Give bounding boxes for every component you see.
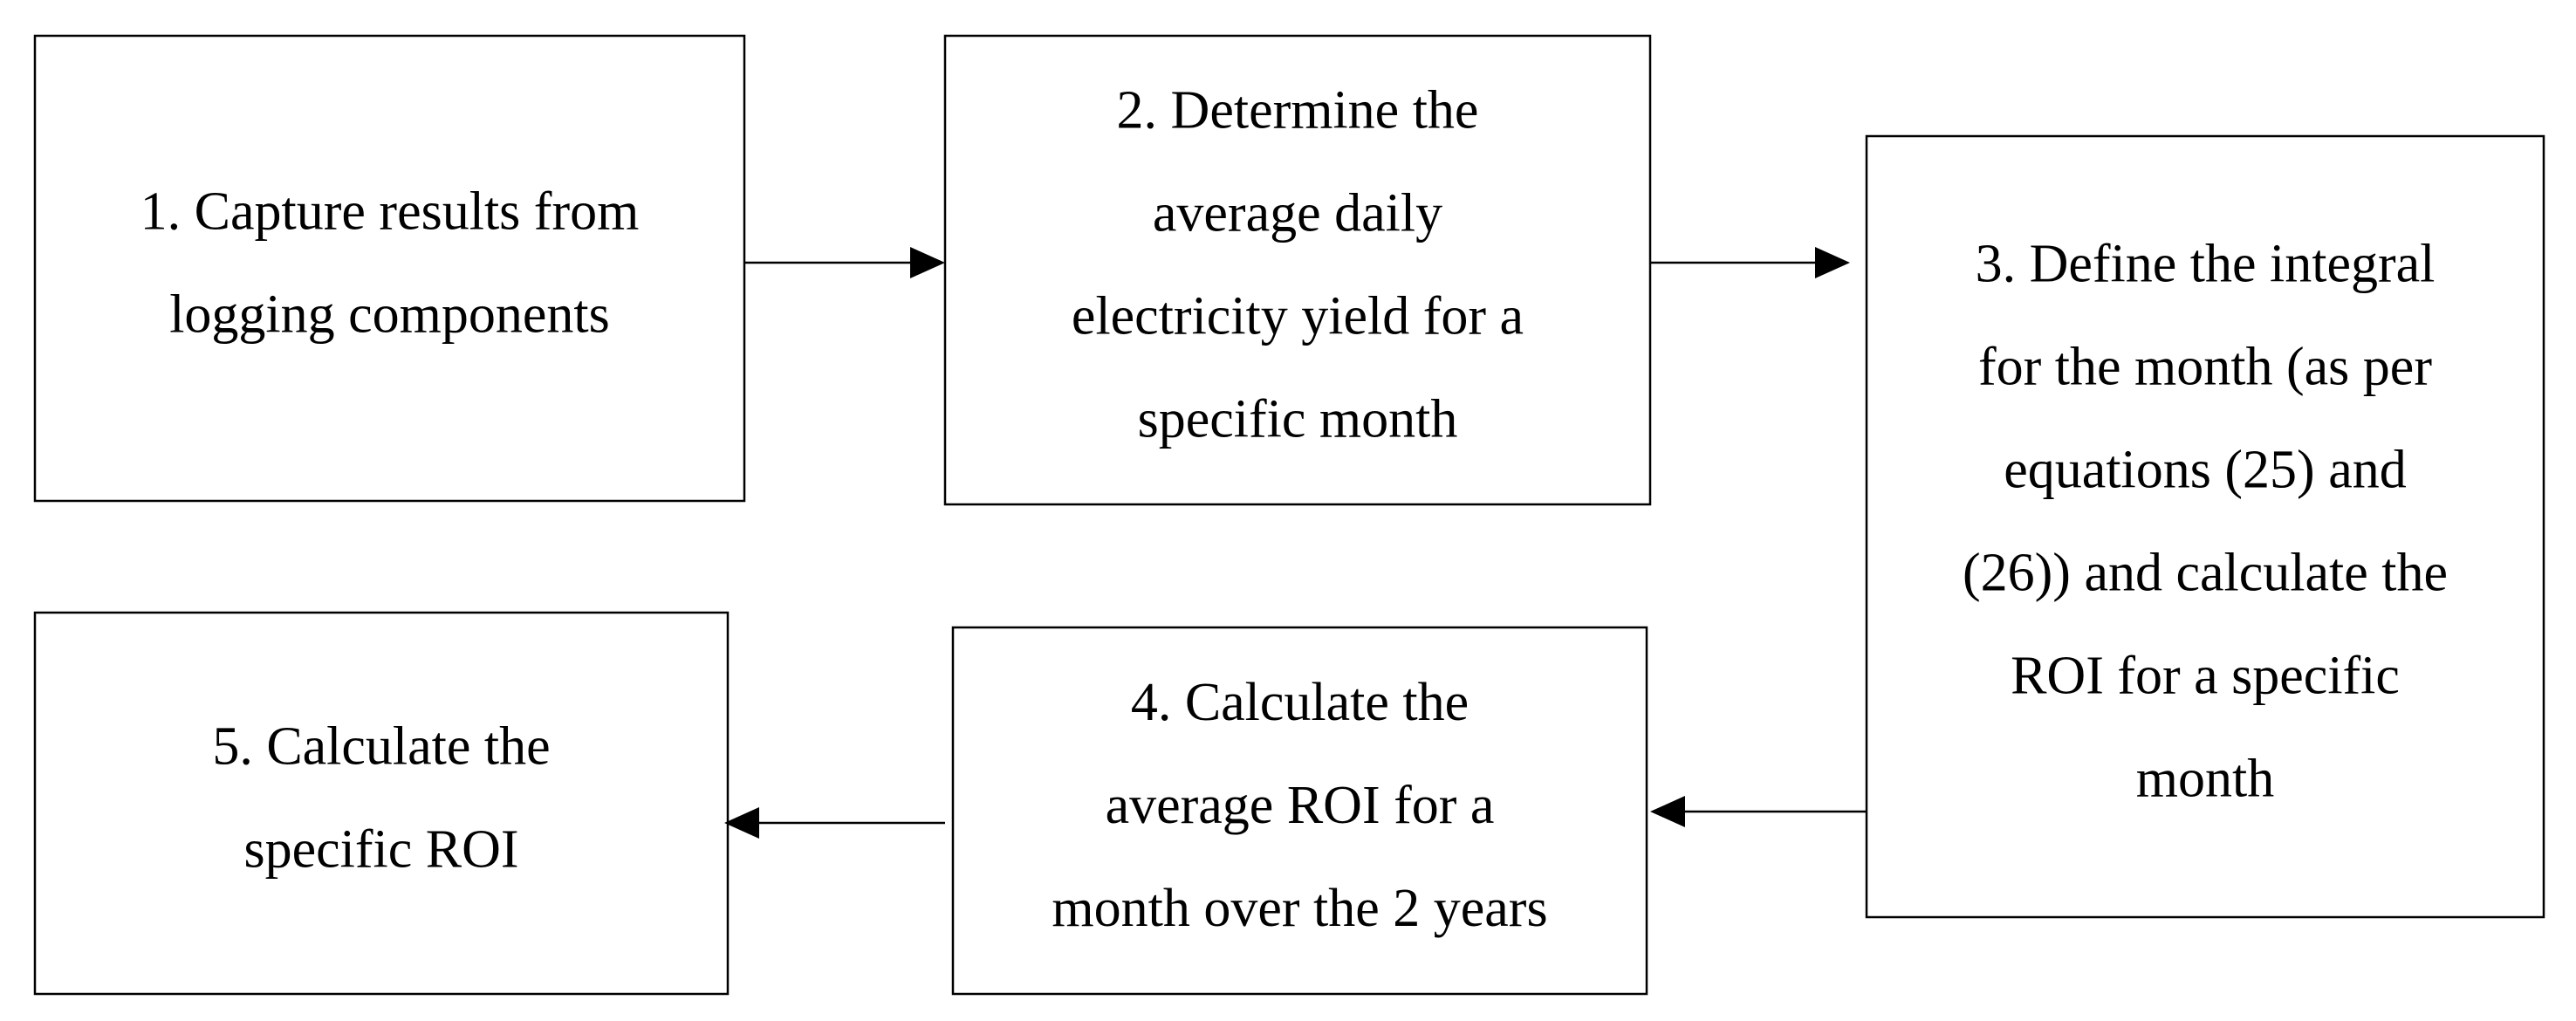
step-text: 2. Determine the	[1117, 81, 1479, 140]
step-text: for the month (as per	[1978, 338, 2432, 397]
step-text: average daily	[1153, 184, 1442, 243]
arrow-head	[1815, 247, 1850, 278]
step-text: equations (25) and	[2004, 441, 2406, 500]
step-box	[1865, 134, 2545, 919]
step-text: average ROI for a	[1106, 776, 1495, 835]
step-text: 4. Calculate the	[1131, 673, 1469, 732]
step-text: 3. Define the integral	[1976, 235, 2436, 294]
arrow-head	[724, 807, 759, 839]
step-text: (26)) and calculate the	[1963, 544, 2448, 603]
step-box	[943, 34, 1652, 506]
step-text: logging components	[169, 285, 610, 345]
step-text: ROI for a specific	[2011, 647, 2400, 706]
step-text: specific month	[1138, 390, 1458, 449]
step-text: electricity yield for a	[1072, 287, 1524, 346]
step-box	[33, 611, 730, 996]
step-box	[33, 34, 746, 503]
arrow-head	[910, 247, 945, 278]
step-text: month	[2136, 750, 2274, 809]
step-box	[951, 626, 1648, 996]
step-text: 1. Capture results from	[140, 182, 640, 242]
arrow-head	[1650, 796, 1685, 827]
step-text: specific ROI	[243, 820, 518, 880]
step-text: month over the 2 years	[1052, 879, 1547, 938]
step-text: 5. Calculate the	[212, 717, 550, 777]
